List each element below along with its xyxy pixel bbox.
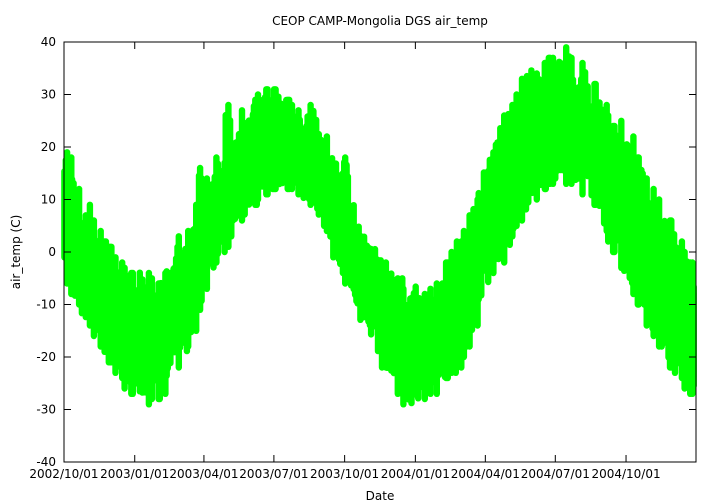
x-tick-label: 2002/10/01 [29, 467, 98, 481]
x-tick-label: 2003/04/01 [169, 467, 238, 481]
y-tick-label: -40 [36, 455, 56, 469]
y-axis: -40 -30 -20 -10 0 10 20 30 40 [36, 35, 696, 469]
y-tick-label: -10 [36, 298, 56, 312]
y-tick-label: -30 [36, 403, 56, 417]
chart-title: CEOP CAMP-Mongolia DGS air_temp [272, 14, 488, 28]
y-tick-label: 20 [41, 140, 56, 154]
x-axis-label: Date [366, 489, 395, 503]
y-tick-label: 40 [41, 35, 56, 49]
y-axis-label: air_temp (C) [9, 215, 23, 290]
y-tick-label: 30 [41, 88, 56, 102]
x-tick-label: 2003/10/01 [310, 467, 379, 481]
x-tick-label: 2004/10/01 [591, 467, 660, 481]
x-tick-label: 2004/01/01 [381, 467, 450, 481]
y-tick-label: 10 [41, 193, 56, 207]
x-tick-label: 2003/01/01 [100, 467, 169, 481]
x-tick-label: 2003/07/01 [239, 467, 308, 481]
y-tick-label: -20 [36, 350, 56, 364]
x-tick-label: 2004/04/01 [451, 467, 520, 481]
y-tick-label: 0 [48, 245, 56, 259]
x-tick-label: 2004/07/01 [521, 467, 590, 481]
data-points [61, 44, 697, 408]
x-axis: 2002/10/01 2003/01/01 2003/04/01 2003/07/01… [29, 42, 661, 481]
